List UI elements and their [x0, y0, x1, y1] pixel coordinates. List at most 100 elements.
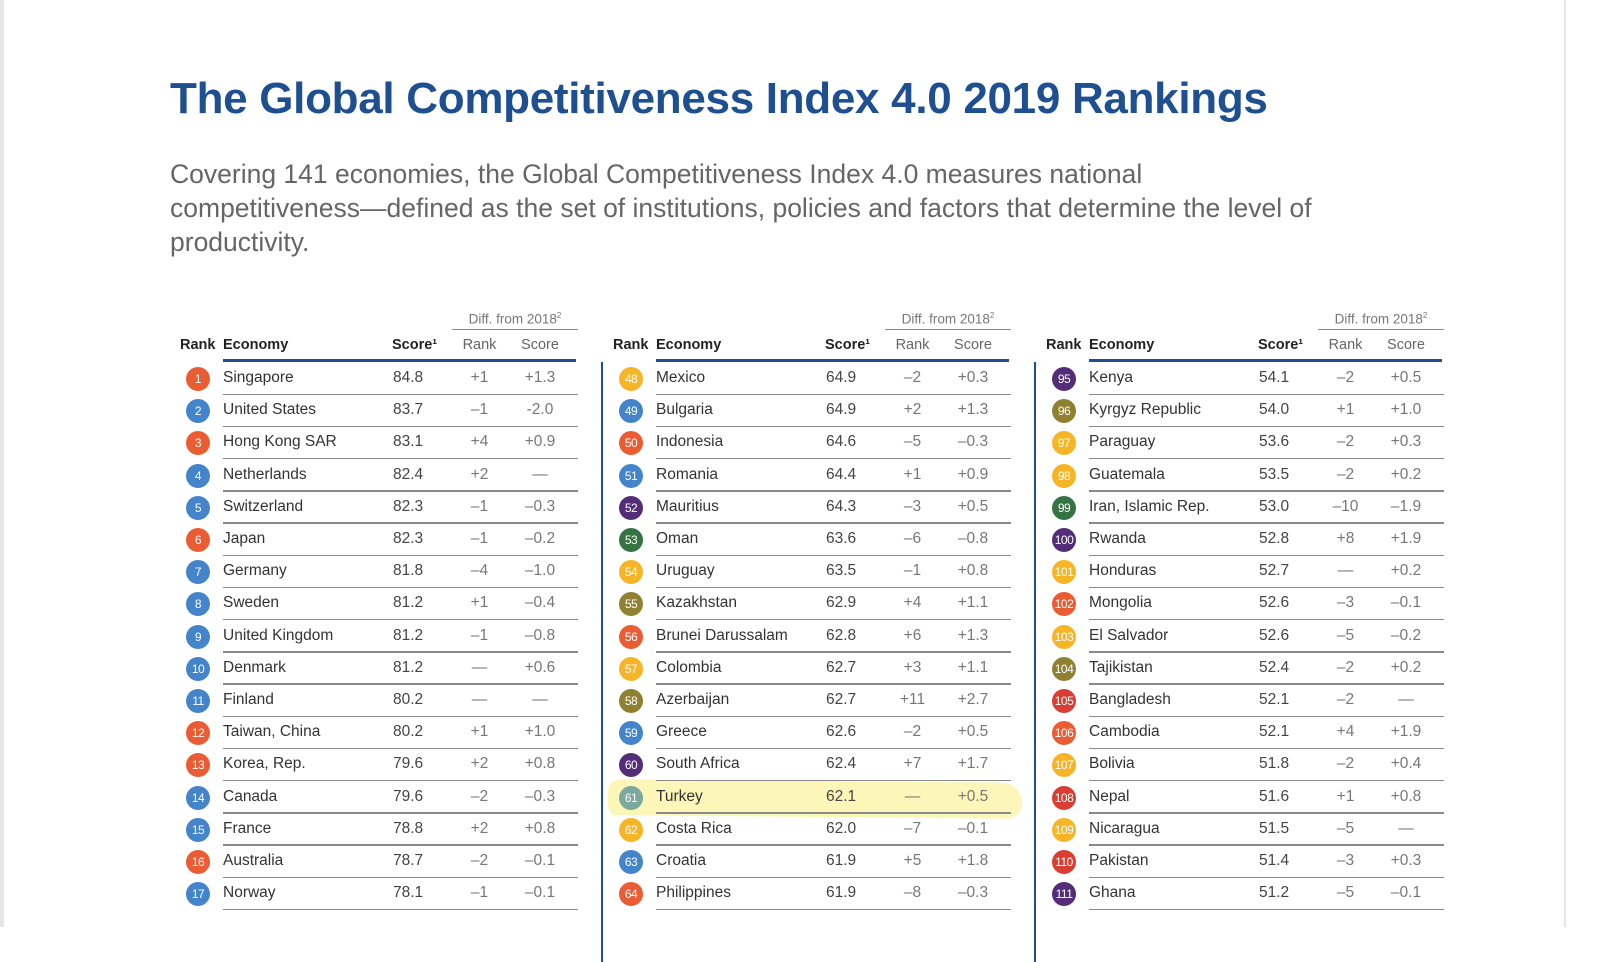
row-divider [656, 490, 1011, 492]
score-diff-value: -2.0 [526, 401, 554, 419]
rank-diff-value: — [471, 691, 488, 708]
rank-diff-value: –1 [470, 884, 489, 902]
rank-badge: 49 [619, 399, 643, 424]
rank-diff-value: –2 [1336, 658, 1355, 676]
row-divider [223, 812, 578, 814]
table-row: 56 Brunei Darussalam 62.8 +6 +1.3 [603, 620, 1013, 653]
table-row: 48 Mexico 64.9 –2 +0.3 [603, 362, 1013, 395]
economy-name: Nepal [1089, 787, 1130, 805]
score-value: 63.6 [826, 530, 857, 547]
rank-badge: 57 [619, 656, 643, 681]
table-row: 99 Iran, Islamic Rep. 53.0 –10 –1.9 [1036, 491, 1446, 524]
table-row: 61 Turkey 62.1 — +0.5 [603, 781, 1013, 814]
score-diff-value: –0.2 [1390, 626, 1422, 644]
rank-badge: 98 [1052, 463, 1076, 488]
rank-diff-value: –10 [1332, 497, 1359, 515]
rank-badge: 16 [186, 850, 210, 874]
row-divider [1089, 876, 1444, 878]
rank-diff-value: +2 [470, 465, 489, 483]
row-divider [656, 651, 1011, 653]
rank-diff-value: –2 [903, 723, 922, 741]
rank-badge: 106 [1052, 721, 1076, 746]
row-divider [656, 457, 1011, 460]
rank-diff-value: –2 [903, 369, 922, 386]
table-row: 52 Mauritius 64.3 –3 +0.5 [603, 491, 1013, 524]
rank-badge: 9 [186, 624, 210, 649]
table-row: 3 Hong Kong SAR 83.1 +4 +0.9 [170, 426, 580, 460]
score-value: 64.3 [826, 497, 857, 515]
row-divider [1089, 844, 1444, 846]
rank-badge: 107 [1052, 753, 1076, 778]
row-divider [1089, 522, 1444, 524]
score-value: 64.9 [826, 401, 857, 419]
column-divider [1034, 362, 1036, 962]
row-divider [223, 425, 578, 428]
score-diff-value: –0.8 [524, 626, 556, 644]
row-divider [656, 522, 1011, 524]
table-row: 2 United States 83.7 –1 -2.0 [170, 394, 580, 428]
score-value: 52.1 [1259, 691, 1290, 708]
rank-diff-value: –3 [903, 497, 922, 515]
rank-diff-value: +3 [903, 658, 922, 676]
rank-badge: 1 [186, 367, 210, 391]
table-row: 10 Denmark 81.2 — +0.6 [170, 652, 580, 685]
score-diff-value: +0.8 [524, 819, 556, 837]
score-value: 62.1 [826, 787, 857, 805]
row-divider [223, 618, 578, 621]
rank-badge: 61 [619, 785, 643, 810]
header-rank: Rank [1046, 337, 1082, 353]
economy-name: Netherlands [223, 465, 307, 483]
economy-name: Mexico [656, 369, 706, 386]
score-value: 84.8 [393, 369, 424, 386]
rank-diff-value: –2 [1336, 691, 1355, 708]
header-economy: Economy [656, 337, 722, 353]
rank-diff-value: –2 [470, 787, 489, 805]
rank-badge: 62 [619, 817, 643, 842]
economy-name: Canada [223, 787, 278, 805]
economy-name: Tajikistan [1089, 658, 1153, 676]
economy-name: Guatemala [1089, 465, 1165, 483]
economy-name: Nicaragua [1089, 819, 1160, 837]
row-divider [223, 683, 578, 685]
rank-badge: 108 [1052, 785, 1076, 810]
score-diff-value: –0.3 [524, 497, 556, 515]
rank-diff-value: +4 [470, 433, 489, 451]
rank-badge: 104 [1052, 656, 1076, 681]
score-value: 51.2 [1259, 884, 1290, 902]
diff-from-2018-header: Diff. from 20182 [1318, 311, 1444, 330]
score-diff-value: +0.2 [1390, 465, 1422, 483]
rank-badge: 13 [186, 753, 210, 778]
page-edge-right [1564, 0, 1600, 927]
rank-diff-value: –3 [1336, 594, 1355, 612]
score-diff-value: –0.2 [524, 530, 556, 547]
score-diff-value: –0.8 [957, 530, 989, 547]
table-row: 15 France 78.8 +2 +0.8 [170, 813, 580, 846]
score-value: 82.3 [393, 497, 424, 515]
score-diff-value: +0.5 [1390, 369, 1422, 386]
table-row: 107 Bolivia 51.8 –2 +0.4 [1036, 748, 1446, 782]
economy-name: Philippines [656, 884, 731, 902]
score-diff-value: +1.9 [1390, 530, 1422, 547]
header-score-diff: Score [521, 337, 559, 353]
table-row: 63 Croatia 61.9 +5 +1.8 [603, 845, 1013, 878]
score-diff-value: +0.9 [524, 433, 556, 451]
score-value: 52.4 [1259, 658, 1290, 676]
ranking-table-2: Diff. from 20182 Rank Economy Score¹ Rank Sco… [601, 300, 1013, 962]
rank-diff-value: +1 [903, 465, 922, 483]
row-divider [656, 586, 1011, 589]
score-diff-value: –0.3 [524, 787, 556, 805]
table-row: 59 Greece 62.6 –2 +0.5 [603, 716, 1013, 750]
score-value: 62.8 [826, 626, 857, 644]
table-row: 7 Germany 81.8 –4 –1.0 [170, 555, 580, 589]
rank-diff-value: +1 [1336, 787, 1355, 805]
economy-name: Colombia [656, 658, 722, 676]
row-divider [1089, 715, 1444, 717]
score-diff-value: +0.3 [1390, 433, 1422, 451]
economy-name: Uruguay [656, 562, 715, 580]
row-divider [656, 812, 1011, 814]
score-value: 51.8 [1259, 755, 1290, 773]
row-divider [656, 747, 1011, 750]
table-row: 105 Bangladesh 52.1 –2 — [1036, 684, 1446, 717]
rank-badge: 2 [186, 399, 210, 424]
row-divider [656, 425, 1011, 428]
